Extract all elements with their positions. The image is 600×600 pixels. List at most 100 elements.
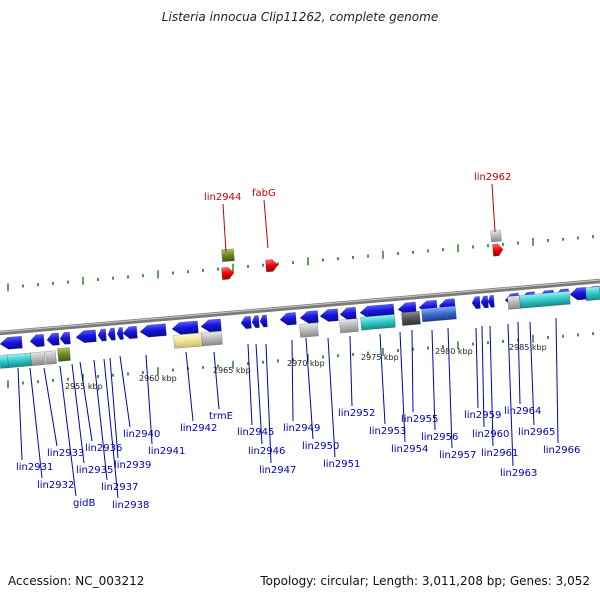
leader-line (475, 327, 479, 409)
cds-arrow (107, 327, 116, 341)
leader-line (93, 359, 108, 481)
gene-label[interactable]: lin2957 (439, 450, 476, 461)
steel-feature-shape (421, 305, 457, 323)
leader-line (399, 331, 406, 443)
pseudo-feature (30, 351, 46, 367)
cds-arrow (487, 294, 495, 308)
cds-arrow-shape (471, 296, 481, 310)
gene-label[interactable]: lin2945 (237, 427, 274, 438)
cds-arrow-shape (299, 310, 319, 324)
steel-feature (421, 305, 457, 323)
leader-line (481, 325, 485, 428)
gene-label[interactable]: lin2954 (391, 444, 428, 455)
cds-arrow-shape (319, 308, 339, 322)
leader-line (431, 329, 436, 431)
gene-label[interactable]: lin2936 (85, 443, 122, 454)
leader-line (489, 325, 494, 447)
gene-label[interactable]: lin2965 (518, 427, 555, 438)
cds-arrow (29, 333, 45, 348)
gene-label[interactable]: lin2931 (16, 462, 53, 473)
pseudo-feature (339, 318, 359, 334)
gene-label[interactable]: lin2937 (101, 482, 138, 493)
cds-arrow-shape (279, 312, 297, 326)
pseudo-feature (45, 350, 57, 365)
leader-line (222, 203, 227, 253)
rna-feature-shape (0, 354, 9, 369)
gene-label-highlighted[interactable]: fabG (252, 188, 276, 199)
gene-label[interactable]: lin2951 (323, 459, 360, 470)
gene-label[interactable]: lin2942 (180, 423, 217, 434)
pseudo-feature-shape (45, 350, 57, 365)
cds-arrow-shape (97, 328, 107, 342)
cds-arrow-shape (200, 318, 222, 333)
leader-line (43, 367, 58, 447)
yellow-feature-shape (173, 332, 203, 349)
topology-text: Topology: circular; Length: 3,011,208 bp… (260, 574, 590, 588)
gene-label[interactable]: lin2961 (481, 448, 518, 459)
cds-arrow (122, 325, 138, 340)
map-title: Listeria innocua Clip11262, complete gen… (161, 10, 439, 24)
gene-label[interactable]: lin2952 (338, 408, 375, 419)
gene-label[interactable]: lin2932 (37, 480, 74, 491)
cds-arrow (75, 329, 97, 343)
gene-label[interactable]: lin2964 (504, 406, 541, 417)
gene-label[interactable]: trmE (209, 411, 233, 422)
gene-label[interactable]: lin2938 (112, 500, 149, 511)
cds-arrow-shape (480, 295, 489, 309)
gene-label[interactable]: lin2956 (421, 432, 458, 443)
gene-label-highlighted[interactable]: lin2944 (204, 192, 241, 203)
rna-feature (585, 286, 600, 301)
gene-label[interactable]: lin2960 (472, 429, 509, 440)
gene-label[interactable]: lin2941 (148, 446, 185, 457)
leader-line (119, 355, 131, 428)
leader-line (555, 317, 559, 444)
leader-line (71, 363, 85, 464)
cds-arrow (251, 315, 260, 329)
cds-arrow (97, 328, 107, 342)
gene-label[interactable]: lin2940 (123, 429, 160, 440)
gene-label[interactable]: lin2933 (47, 448, 84, 459)
outer-scale-track (7, 235, 594, 292)
cds-arrow (299, 310, 319, 324)
gene-label[interactable]: lin2955 (401, 414, 438, 425)
gene-label[interactable]: gidB (73, 498, 95, 509)
cds-arrow (46, 332, 60, 346)
label-leader-lines (17, 183, 559, 499)
scale-label: 2970 kbp (287, 359, 325, 368)
cds-arrow (471, 296, 481, 310)
pseudo-feature-shape (299, 322, 319, 338)
gene-label[interactable]: lin2935 (76, 465, 113, 476)
cds-arrow-shape (59, 331, 71, 345)
gene-label[interactable]: lin2963 (500, 468, 537, 479)
cds-arrow-shape (29, 333, 45, 348)
gene-label[interactable]: lin2966 (543, 445, 580, 456)
olive-feature (57, 347, 71, 362)
leader-line (185, 351, 194, 422)
scale-label: 2955 kbp (65, 382, 103, 391)
rna-feature (360, 314, 396, 331)
leader-line (247, 343, 253, 426)
gene-label[interactable]: lin2959 (464, 410, 501, 421)
pseudo-feature (299, 322, 319, 338)
rna-feature-shape (360, 314, 396, 331)
gene-label[interactable]: lin2950 (302, 441, 339, 452)
cds-arrow (240, 316, 252, 329)
gene-label[interactable]: lin2946 (248, 446, 285, 457)
gene-label-highlighted[interactable]: lin2962 (474, 172, 511, 183)
scale-labels: 2955 kbp 2960 kbp 2965 kbp 2970 kbp 2975… (65, 343, 547, 391)
highlight-arrow-shape (492, 243, 504, 257)
dark-feature-shape (401, 310, 421, 326)
gene-label[interactable]: lin2939 (114, 460, 151, 471)
cds-arrow (279, 312, 297, 326)
gene-label[interactable]: lin2947 (259, 465, 296, 476)
gene-label[interactable]: lin2949 (283, 423, 320, 434)
leader-line (529, 321, 535, 426)
scale-label: 2985 kbp (509, 343, 547, 352)
leader-line (109, 357, 119, 459)
leader-line (517, 321, 521, 405)
genome-backbone (0, 278, 600, 336)
cds-arrow (200, 318, 222, 333)
gene-label[interactable]: lin2953 (369, 426, 406, 437)
pseudo-feature (201, 331, 223, 347)
gene-labels: lin2931 lin2932 lin2933 gidB lin2935 lin… (16, 406, 580, 511)
